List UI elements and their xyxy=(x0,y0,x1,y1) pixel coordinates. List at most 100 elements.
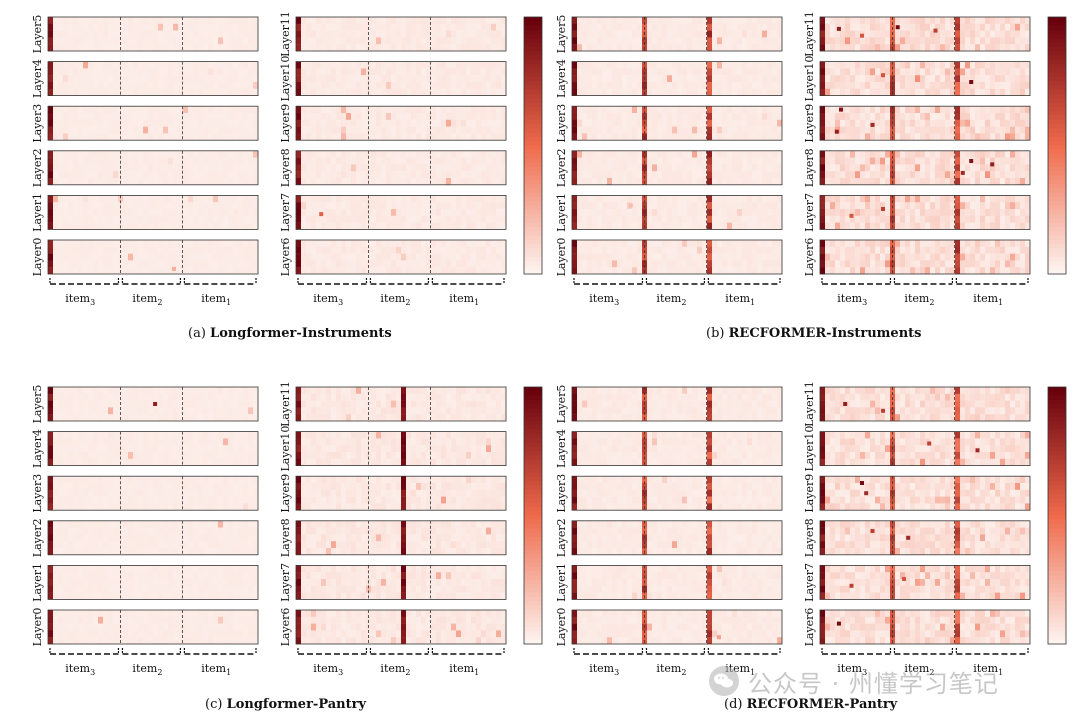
heatmap-cell xyxy=(612,254,617,261)
heatmap-cell xyxy=(627,133,632,140)
heatmap-cell xyxy=(742,113,747,120)
heatmap-cell xyxy=(301,133,306,140)
heatmap-cell xyxy=(496,254,501,261)
heatmap-cell xyxy=(712,68,717,75)
heatmap-cell xyxy=(476,240,481,247)
heatmap-cell xyxy=(103,120,108,127)
heatmap-cell xyxy=(732,31,737,38)
heatmap-cell xyxy=(617,178,622,185)
heatmap-cell xyxy=(326,31,331,38)
heatmap-cell xyxy=(677,216,682,223)
heatmap-cell xyxy=(602,158,607,165)
heatmap-cell xyxy=(391,68,396,75)
heatmap-cell xyxy=(243,178,248,185)
heatmap-cell xyxy=(975,202,980,209)
heatmap-cell xyxy=(692,82,697,89)
heatmap-cell xyxy=(123,133,128,140)
heatmap-cell xyxy=(597,31,602,38)
heatmap-cell xyxy=(885,89,890,96)
heatmap-cell xyxy=(682,195,687,202)
heatmap-cell xyxy=(840,151,845,158)
heatmap-cell xyxy=(208,37,213,44)
heatmap-cell xyxy=(326,202,331,209)
heatmap-cell xyxy=(233,151,238,158)
heatmap-cell xyxy=(747,267,752,274)
heatmap-cell xyxy=(356,178,361,185)
heatmap-cell xyxy=(441,68,446,75)
heatmap-cell xyxy=(148,113,153,120)
heatmap-cell xyxy=(587,82,592,89)
heatmap-cell xyxy=(491,164,496,171)
heatmap-cell xyxy=(163,158,168,165)
heatmap-cell xyxy=(980,17,985,24)
heatmap-cell xyxy=(198,254,203,261)
heatmap-cell xyxy=(153,164,158,171)
heatmap-cell xyxy=(451,44,456,51)
heatmap-cell xyxy=(88,68,93,75)
heatmap-cell xyxy=(955,195,960,202)
heatmap-cell xyxy=(98,24,103,31)
heatmap-cell xyxy=(233,240,238,247)
heatmap-cell xyxy=(647,151,652,158)
heatmap-cell xyxy=(108,209,113,216)
heatmap-cell xyxy=(53,267,58,274)
heatmap-cell xyxy=(371,17,376,24)
heatmap-cell xyxy=(361,158,366,165)
heatmap-cell xyxy=(692,127,697,134)
heatmap-cell xyxy=(133,240,138,247)
heatmap-cell xyxy=(396,127,401,134)
heatmap-cell xyxy=(1005,82,1010,89)
heatmap-cell xyxy=(767,240,772,247)
heatmap-cell xyxy=(371,164,376,171)
heatmap-cell xyxy=(351,240,356,247)
heatmap-cell xyxy=(885,37,890,44)
heatmap-cell xyxy=(376,31,381,38)
heatmap-cell xyxy=(930,75,935,82)
heatmap-cell xyxy=(767,216,772,223)
heatmap-cell xyxy=(1000,113,1005,120)
heatmap-cell xyxy=(647,89,652,96)
heatmap-cell xyxy=(228,106,233,113)
heatmap-cell xyxy=(316,202,321,209)
heatmap-cell xyxy=(845,75,850,82)
layer-label: Layer5 xyxy=(555,15,568,54)
heatmap-cell xyxy=(253,37,258,44)
heatmap-cell xyxy=(592,254,597,261)
heatmap-cell xyxy=(203,89,208,96)
heatmap-cell xyxy=(391,62,396,69)
heatmap-cell xyxy=(870,44,875,51)
heatmap-cell xyxy=(248,158,253,165)
heatmap-cell xyxy=(173,44,178,51)
heatmap-cell xyxy=(103,178,108,185)
heatmap-cell xyxy=(875,209,880,216)
heatmap-cell xyxy=(995,37,1000,44)
heatmap-cell xyxy=(662,216,667,223)
heatmap-cell xyxy=(436,127,441,134)
heatmap-cell xyxy=(371,24,376,31)
heatmap-cell xyxy=(587,178,592,185)
heatmap-cell xyxy=(143,68,148,75)
heatmap-cell xyxy=(875,120,880,127)
heatmap-cell xyxy=(697,113,702,120)
heatmap-cell xyxy=(707,209,712,216)
heatmap-cell xyxy=(682,106,687,113)
heatmap-cell xyxy=(975,75,980,82)
heatmap-cell xyxy=(697,82,702,89)
heatmap-cell xyxy=(88,267,93,274)
heatmap-cell xyxy=(772,158,777,165)
heatmap-cell xyxy=(163,209,168,216)
heatmap-cell xyxy=(486,267,491,274)
heatmap-cell xyxy=(391,240,396,247)
heatmap-cell xyxy=(970,24,975,31)
heatmap-cell xyxy=(233,254,238,261)
heatmap-cell xyxy=(637,178,642,185)
heatmap-cell xyxy=(910,24,915,31)
heatmap-cell xyxy=(945,17,950,24)
heatmap-cell xyxy=(747,178,752,185)
heatmap-cell xyxy=(461,164,466,171)
heatmap-cell xyxy=(148,171,153,178)
heatmap-cell xyxy=(845,158,850,165)
heatmap-cell xyxy=(747,202,752,209)
heatmap-cell xyxy=(326,151,331,158)
heatmap-cell xyxy=(48,31,53,38)
